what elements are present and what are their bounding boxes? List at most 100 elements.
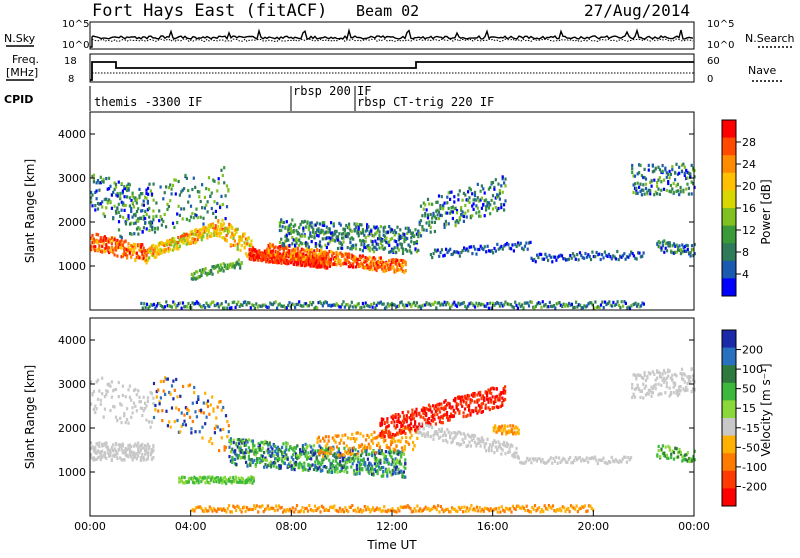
heatmap-cell (152, 445, 154, 448)
heatmap-cell (457, 221, 459, 224)
heatmap-cell (200, 200, 202, 203)
heatmap-cell (235, 306, 237, 309)
heatmap-cell (467, 190, 469, 193)
heatmap-cell (401, 436, 403, 439)
heatmap-cell (217, 219, 219, 222)
heatmap-cell (437, 433, 439, 436)
heatmap-cell (472, 409, 474, 412)
heatmap-cell (449, 248, 451, 251)
heatmap-cell (316, 222, 318, 225)
heatmap-cell (386, 471, 388, 474)
heatmap-cell (380, 256, 382, 259)
heatmap-cell (115, 416, 117, 419)
heatmap-cell (322, 455, 324, 458)
heatmap-cell (320, 245, 322, 248)
heatmap-cell (595, 459, 597, 462)
heatmap-cell (290, 223, 292, 226)
heatmap-cell (148, 207, 150, 210)
heatmap-cell (126, 256, 128, 259)
heatmap-cell (571, 303, 573, 306)
heatmap-cell (410, 422, 412, 425)
heatmap-cell (328, 459, 330, 462)
heatmap-cell (215, 416, 217, 419)
heatmap-cell (431, 426, 433, 429)
heatmap-cell (295, 463, 297, 466)
heatmap-cell (504, 427, 506, 430)
heatmap-cell (474, 305, 476, 308)
heatmap-cell (339, 454, 341, 457)
heatmap-cell (651, 185, 653, 188)
heatmap-cell (500, 453, 502, 456)
heatmap-cell (486, 302, 488, 305)
heatmap-cell (373, 431, 375, 434)
heatmap-cell (457, 251, 459, 254)
heatmap-cell (118, 395, 120, 398)
heatmap-cell (421, 214, 423, 217)
heatmap-cell (96, 189, 98, 192)
heatmap-cell (415, 411, 417, 414)
heatmap-cell (492, 194, 494, 197)
heatmap-cell (493, 188, 495, 191)
nsearch-series (92, 39, 693, 42)
heatmap-cell (93, 174, 95, 177)
heatmap-cell (667, 180, 669, 183)
heatmap-cell (691, 244, 693, 247)
heatmap-cell (318, 234, 320, 237)
heatmap-cell (618, 258, 620, 261)
heatmap-cell (302, 227, 304, 230)
heatmap-cell (480, 190, 482, 193)
heatmap-cell (357, 431, 359, 434)
heatmap-cell (101, 205, 103, 208)
heatmap-cell (421, 225, 423, 228)
heatmap-cell (153, 199, 155, 202)
heatmap-cell (118, 228, 120, 231)
heatmap-cell (154, 408, 156, 411)
heatmap-cell (91, 393, 93, 396)
heatmap-cell (280, 254, 282, 257)
heatmap-cell (583, 257, 585, 260)
heatmap-cell (173, 226, 175, 229)
heatmap-cell (634, 182, 636, 185)
heatmap-cell (549, 301, 551, 304)
heatmap-cell (466, 215, 468, 218)
heatmap-cell (172, 380, 174, 383)
heatmap-cell (486, 438, 488, 441)
heatmap-cell (123, 412, 125, 415)
heatmap-cell (245, 444, 247, 447)
heatmap-cell (193, 386, 195, 389)
heatmap-cell (648, 392, 650, 395)
heatmap-cell (139, 217, 141, 220)
heatmap-cell (228, 455, 230, 458)
heatmap-cell (464, 407, 466, 410)
heatmap-cell (485, 407, 487, 410)
heatmap-cell (678, 393, 680, 396)
heatmap-cell (379, 434, 381, 437)
heatmap-cell (200, 409, 202, 412)
heatmap-cell (354, 448, 356, 451)
heatmap-cell (402, 424, 404, 427)
heatmap-cell (370, 265, 372, 268)
heatmap-cell (204, 196, 206, 199)
heatmap-cell (400, 455, 402, 458)
heatmap-cell (465, 401, 467, 404)
heatmap-cell (198, 479, 200, 482)
heatmap-cell (691, 164, 693, 167)
heatmap-cell (446, 440, 448, 443)
heatmap-cell (228, 446, 230, 449)
heatmap-cell (499, 198, 501, 201)
heatmap-cell (420, 219, 422, 222)
heatmap-cell (357, 458, 359, 461)
heatmap-cell (298, 244, 300, 247)
heatmap-cell (164, 191, 166, 194)
heatmap-cell (576, 253, 578, 256)
heatmap-cell (631, 171, 633, 174)
heatmap-cell (134, 388, 136, 391)
heatmap-cell (493, 387, 495, 390)
heatmap-cell (211, 192, 213, 195)
heatmap-cell (463, 415, 465, 418)
heatmap-cell (220, 263, 222, 266)
heatmap-cell (144, 217, 146, 220)
freq-panel: Freq. [MHz] 18 8 60 0 Nave (6, 53, 784, 85)
heatmap-cell (225, 300, 227, 303)
heatmap-cell (248, 236, 250, 239)
